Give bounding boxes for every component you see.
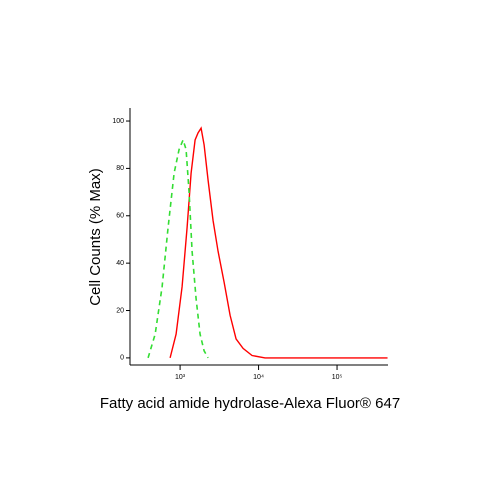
y-axis-label: Cell Counts (% Max): [87, 168, 104, 306]
x-axis-label: Fatty acid amide hydrolase-Alexa Fluor® …: [100, 395, 400, 412]
y-tick-label: 0: [120, 355, 124, 362]
y-tick-label: 40: [116, 260, 124, 267]
x-tick-label: 10⁴: [253, 374, 264, 381]
y-tick-label: 60: [116, 213, 124, 220]
series-line: [147, 137, 209, 359]
x-tick-label: 10⁵: [332, 374, 343, 381]
x-tick-label: 10³: [175, 374, 186, 381]
y-tick-label: 100: [112, 118, 124, 125]
y-tick-label: 80: [116, 165, 124, 172]
series-line: [169, 126, 388, 359]
y-tick-label: 20: [116, 307, 124, 314]
